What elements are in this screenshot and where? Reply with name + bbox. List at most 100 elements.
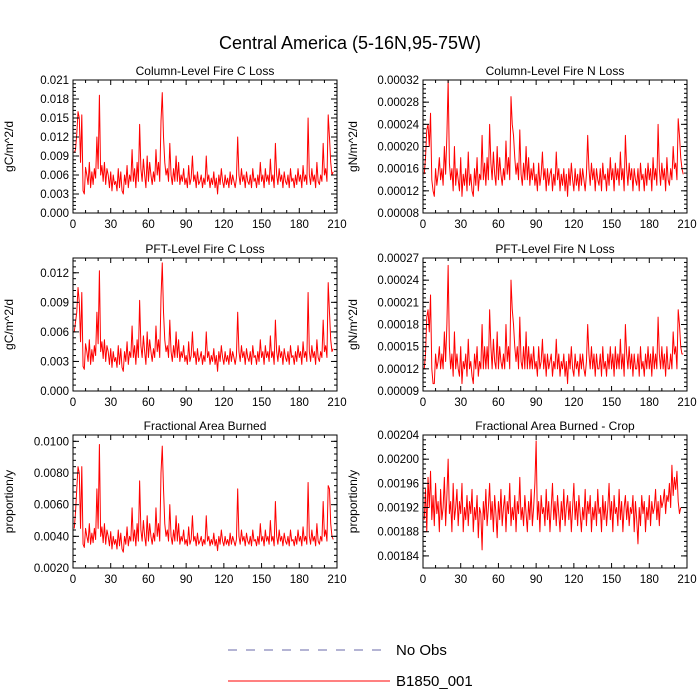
x-tick-label: 180 — [290, 219, 309, 231]
y-axis-label: gC/m^2/d — [2, 299, 16, 350]
x-tick-label: 210 — [677, 219, 696, 231]
series-line-1 — [73, 92, 334, 195]
y-tick-label: 0.00009 — [377, 386, 419, 398]
plot-frame — [72, 434, 338, 569]
y-axis-label: proportion/y — [346, 470, 360, 533]
x-tick-label: 30 — [104, 397, 117, 409]
y-tick-label: 0.00015 — [377, 342, 419, 354]
x-tick-label: 210 — [677, 574, 696, 586]
y-tick-label: 0.00024 — [377, 119, 419, 131]
chart-panel-2: 0 30 60 90 120 150 180 210 0.00008 0.00012 0.00016… — [346, 64, 697, 231]
y-tick-label: 0.000 — [40, 208, 69, 220]
x-tick-label: 60 — [142, 219, 155, 231]
y-tick-label: 0.009 — [40, 151, 69, 163]
series-line-1 — [73, 262, 334, 372]
y-tick-label: 0.00027 — [377, 253, 419, 265]
y-tick-label: 0.015 — [40, 113, 69, 125]
plot-frame — [72, 257, 338, 392]
y-axis-label: proportion/y — [2, 470, 16, 533]
y-tick-label: 0.00032 — [377, 75, 419, 87]
y-tick-label: 0.00188 — [377, 527, 419, 539]
y-tick-label: 0.009 — [40, 297, 69, 309]
panel-title: PFT-Level Fire C Loss — [145, 242, 264, 256]
series-line-1 — [423, 79, 684, 197]
legend-label-b1850: B1850_001 — [396, 673, 473, 690]
y-tick-label: 0.00012 — [377, 186, 419, 198]
y-tick-label: 0.006 — [40, 170, 69, 182]
y-tick-label: 0.00196 — [377, 478, 419, 490]
x-tick-label: 120 — [214, 574, 233, 586]
y-tick-label: 0.021 — [40, 75, 69, 87]
panel-title: Column-Level Fire C Loss — [136, 64, 275, 78]
x-tick-label: 30 — [104, 219, 117, 231]
x-tick-label: 60 — [142, 574, 155, 586]
x-tick-label: 0 — [420, 397, 426, 409]
series-line-1 — [423, 440, 682, 551]
x-tick-label: 0 — [70, 574, 76, 586]
x-tick-label: 120 — [564, 219, 583, 231]
x-tick-label: 30 — [104, 574, 117, 586]
panel-title: Fractional Area Burned — [144, 419, 267, 433]
panel-title: PFT-Level Fire N Loss — [495, 242, 614, 256]
x-tick-label: 0 — [70, 219, 76, 231]
chart-panel-6: 0 30 60 90 120 150 180 210 0.00184 0.00188 0.00192… — [346, 419, 697, 586]
legend: No Obs B1850_001 — [228, 642, 473, 690]
x-tick-label: 90 — [180, 397, 193, 409]
y-tick-label: 0.012 — [40, 132, 69, 144]
x-tick-label: 90 — [180, 574, 193, 586]
y-tick-label: 0.0020 — [34, 563, 69, 575]
y-axis-label: gC/m^2/d — [2, 121, 16, 172]
x-tick-label: 210 — [327, 397, 346, 409]
x-tick-label: 120 — [214, 219, 233, 231]
y-tick-label: 0.012 — [40, 268, 69, 280]
y-tick-label: 0.003 — [40, 356, 69, 368]
x-tick-label: 60 — [492, 219, 505, 231]
y-tick-label: 0.00028 — [377, 97, 419, 109]
y-tick-label: 0.00184 — [377, 551, 419, 563]
series-line-1 — [423, 264, 684, 385]
legend-label-no-obs: No Obs — [396, 642, 447, 659]
x-tick-label: 150 — [252, 219, 271, 231]
x-tick-label: 120 — [214, 397, 233, 409]
y-tick-label: 0.0080 — [34, 468, 69, 480]
y-tick-label: 0.00008 — [377, 208, 419, 220]
chart-panel-1: 0 30 60 90 120 150 180 210 0.000 0.003 0.006 0.009 0… — [2, 64, 347, 231]
y-tick-label: 0.003 — [40, 189, 69, 201]
y-tick-label: 0.00016 — [377, 164, 419, 176]
plot-frame — [422, 434, 688, 569]
x-tick-label: 0 — [70, 397, 76, 409]
y-tick-label: 0.000 — [40, 386, 69, 398]
x-tick-label: 30 — [454, 574, 467, 586]
y-tick-label: 0.00204 — [377, 430, 419, 442]
x-tick-label: 150 — [252, 397, 271, 409]
y-tick-label: 0.00021 — [377, 297, 419, 309]
x-tick-label: 60 — [492, 397, 505, 409]
x-tick-label: 180 — [640, 574, 659, 586]
x-tick-label: 180 — [290, 397, 309, 409]
y-tick-label: 0.0040 — [34, 531, 69, 543]
x-tick-label: 210 — [677, 397, 696, 409]
x-tick-label: 0 — [420, 219, 426, 231]
x-tick-label: 30 — [454, 397, 467, 409]
y-tick-label: 0.00012 — [377, 364, 419, 376]
x-tick-label: 30 — [454, 219, 467, 231]
y-axis-label: gN/m^2/d — [346, 299, 360, 350]
chart-panels: 0 30 60 90 120 150 180 210 0.000 0.003 0.006 0.009 0… — [2, 64, 697, 586]
x-tick-label: 180 — [290, 574, 309, 586]
x-tick-label: 150 — [252, 574, 271, 586]
x-tick-label: 90 — [530, 574, 543, 586]
x-tick-label: 120 — [564, 397, 583, 409]
x-tick-label: 210 — [327, 574, 346, 586]
chart-panel-4: 0 30 60 90 120 150 180 210 0.00009 0.00012 0.00015… — [346, 242, 697, 409]
x-tick-label: 0 — [420, 574, 426, 586]
y-tick-label: 0.00192 — [377, 503, 419, 515]
x-tick-label: 180 — [640, 397, 659, 409]
y-tick-label: 0.00024 — [377, 275, 419, 287]
y-tick-label: 0.0060 — [34, 500, 69, 512]
x-tick-label: 150 — [602, 219, 621, 231]
y-tick-label: 0.00200 — [377, 454, 419, 466]
y-tick-label: 0.0100 — [34, 436, 69, 448]
plot-frame — [72, 79, 338, 214]
figure-title: Central America (5-16N,95-75W) — [219, 33, 481, 53]
